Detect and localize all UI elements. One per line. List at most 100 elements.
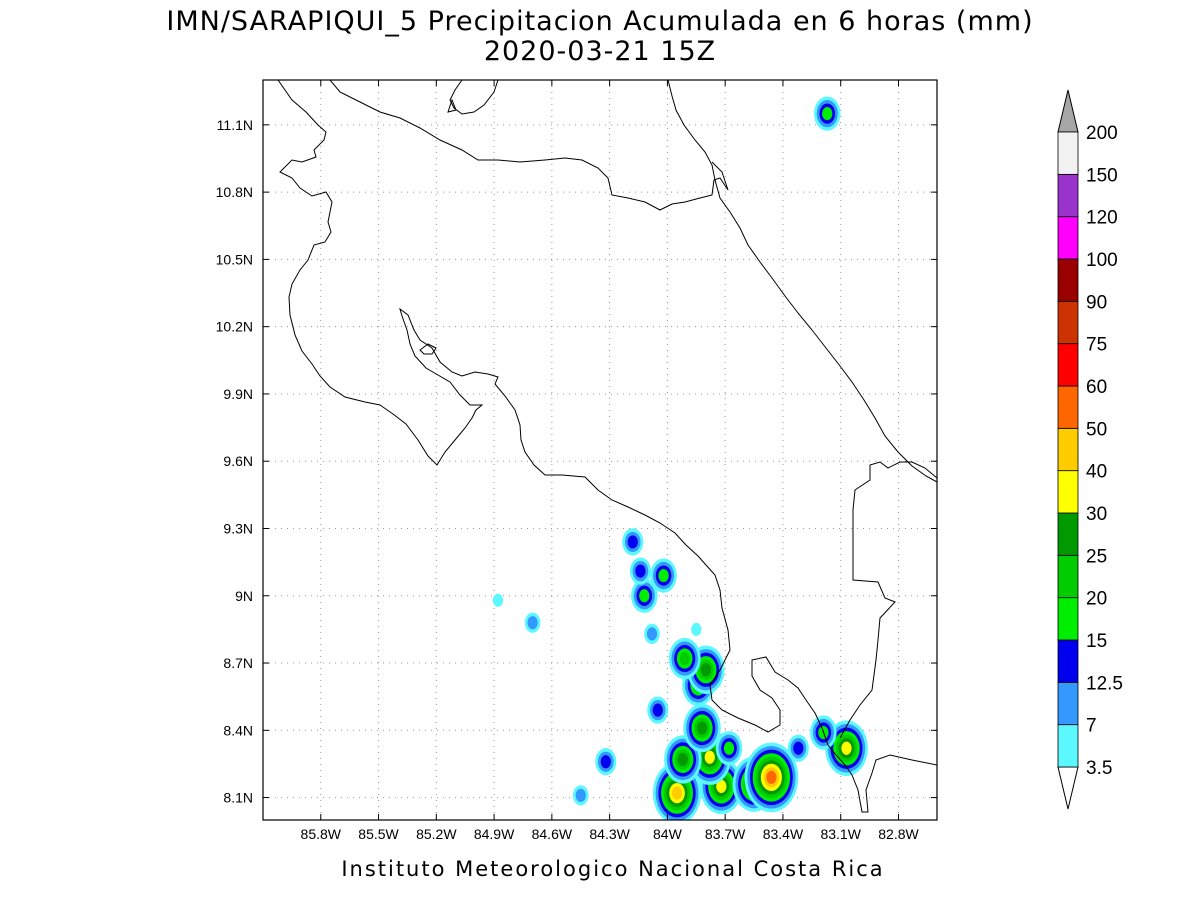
- precip-contour: [635, 564, 646, 578]
- precip-cell: [668, 637, 701, 680]
- precip-contour: [793, 741, 804, 755]
- lon-tick-label: 83.4W: [763, 826, 804, 842]
- colorbar-swatch: [1057, 554, 1079, 599]
- island-gulf: [419, 343, 437, 355]
- precip-contour: [677, 752, 688, 767]
- colorbar-label: 30: [1086, 504, 1107, 525]
- colorbar-label: 12.5: [1086, 673, 1123, 694]
- colorbar-swatch: [1057, 512, 1079, 556]
- lat-tick-label: 8.7N: [223, 655, 253, 671]
- precip-cell: [744, 742, 799, 813]
- colorbar-swatch: [1057, 258, 1079, 302]
- lon-tick-label: 84W: [653, 826, 683, 842]
- precip-cell: [629, 557, 651, 585]
- precip-cell: [595, 748, 617, 776]
- map-title-line1: IMN/SARAPIQUI_5 Precipitacion Acumulada …: [166, 6, 1033, 37]
- footer-credit: Instituto Meteorologico Nacional Costa R…: [341, 857, 884, 881]
- precip-contour: [627, 535, 638, 549]
- lon-tick-label: 84.3W: [589, 826, 630, 842]
- lake-nicaragua-edge: [449, 80, 499, 115]
- precip-contour: [492, 593, 504, 607]
- lat-tick-label: 9N: [235, 588, 253, 604]
- colorbar-swatch: [1057, 470, 1079, 514]
- precip-contour: [679, 651, 690, 666]
- precip-contour: [575, 788, 586, 802]
- colorbar: 3.5 7 12.5 15 20 25 30 40 50 60 75 90 100 120 150 200: [1057, 89, 1123, 810]
- coastline-caribbean: [839, 461, 937, 739]
- plot-frame: [262, 79, 938, 821]
- colorbar-label: 150: [1086, 165, 1118, 186]
- colorbar-swatch: [1057, 216, 1079, 260]
- precip-cell: [492, 593, 504, 607]
- lon-tick-label: 83.7W: [705, 826, 746, 842]
- colorbar-swatch: [1057, 724, 1079, 768]
- map-title-line2: 2020-03-21 15Z: [484, 36, 716, 67]
- latitude-labels: 8.1N 8.4N 8.7N 9N 9.3N 9.6N 9.9N 10.2N 10.5N 10.8…: [216, 117, 253, 806]
- colorbar-label: 120: [1086, 208, 1118, 229]
- precip-cell: [813, 96, 841, 131]
- precip-contour: [841, 741, 852, 755]
- colorbar-label: 15: [1086, 631, 1107, 652]
- colorbar-swatch: [1057, 131, 1079, 175]
- colorbar-swatch: [1057, 173, 1079, 218]
- lat-tick-label: 8.4N: [223, 722, 253, 738]
- precip-cell: [524, 612, 541, 633]
- grid-lines: [263, 80, 937, 820]
- precip-cell: [572, 785, 589, 806]
- lon-tick-label: 84.9W: [474, 826, 515, 842]
- coastlines: [277, 80, 937, 813]
- precip-cell: [622, 528, 644, 556]
- colorbar-label: 75: [1086, 335, 1107, 356]
- plot-area: 85.8W 85.5W 85.2W 84.9W 84.6W 84.3W 84W 83.7W 83…: [216, 79, 938, 842]
- colorbar-label: 20: [1086, 589, 1107, 610]
- colorbar-label: 100: [1086, 250, 1118, 271]
- coastline-north: [329, 80, 729, 211]
- lat-tick-label: 11.1N: [217, 117, 253, 133]
- precipitation-layer: [492, 96, 868, 820]
- plot-background: [263, 80, 937, 820]
- precip-cell: [825, 720, 868, 776]
- colorbar-swatch: [1057, 597, 1079, 641]
- precip-cell: [647, 696, 669, 724]
- lon-tick-label: 84.6W: [532, 826, 573, 842]
- lat-tick-label: 10.2N: [216, 319, 253, 335]
- longitude-labels: 85.8W 85.5W 85.2W 84.9W 84.6W 84.3W 84W 83.7W 83…: [301, 826, 920, 842]
- lon-tick-label: 83.1W: [820, 826, 861, 842]
- colorbar-label: 90: [1086, 292, 1107, 313]
- lat-tick-label: 9.9N: [223, 386, 253, 402]
- colorbar-over-arrow: [1057, 89, 1079, 133]
- colorbar-swatch: [1057, 639, 1079, 683]
- precip-contour: [766, 770, 777, 784]
- precip-contour: [600, 755, 611, 769]
- precip-contour: [723, 741, 735, 755]
- lat-tick-label: 10.8N: [216, 184, 253, 200]
- lat-tick-label: 9.6N: [223, 453, 253, 469]
- colorbar-label: 200: [1086, 123, 1118, 144]
- precip-contour: [646, 627, 658, 641]
- precip-contour: [691, 622, 702, 636]
- precip-cell: [691, 622, 702, 636]
- lon-tick-label: 85.2W: [416, 826, 457, 842]
- colorbar-swatch: [1057, 385, 1079, 429]
- precip-contour: [639, 589, 650, 603]
- precip-contour: [700, 663, 712, 677]
- lon-tick-label: 82.8W: [878, 826, 919, 842]
- precip-contour: [716, 779, 727, 793]
- colorbar-label: 3.5: [1086, 758, 1112, 779]
- lat-tick-label: 10.5N: [216, 251, 253, 267]
- precip-contour: [658, 568, 669, 583]
- precip-cell: [683, 703, 721, 753]
- colorbar-label: 40: [1086, 462, 1107, 483]
- colorbar-label: 50: [1086, 419, 1107, 440]
- colorbar-swatch: [1057, 681, 1079, 726]
- precip-cell: [631, 578, 658, 613]
- colorbar-label: 7: [1086, 716, 1097, 737]
- lat-tick-label: 9.3N: [223, 520, 253, 536]
- axis-ticks: [263, 80, 937, 820]
- colorbar-swatch: [1057, 427, 1079, 472]
- lon-tick-label: 85.5W: [358, 826, 399, 842]
- colorbar-swatch: [1057, 343, 1079, 387]
- colorbar-label: 60: [1086, 377, 1107, 398]
- precip-contour: [671, 786, 683, 800]
